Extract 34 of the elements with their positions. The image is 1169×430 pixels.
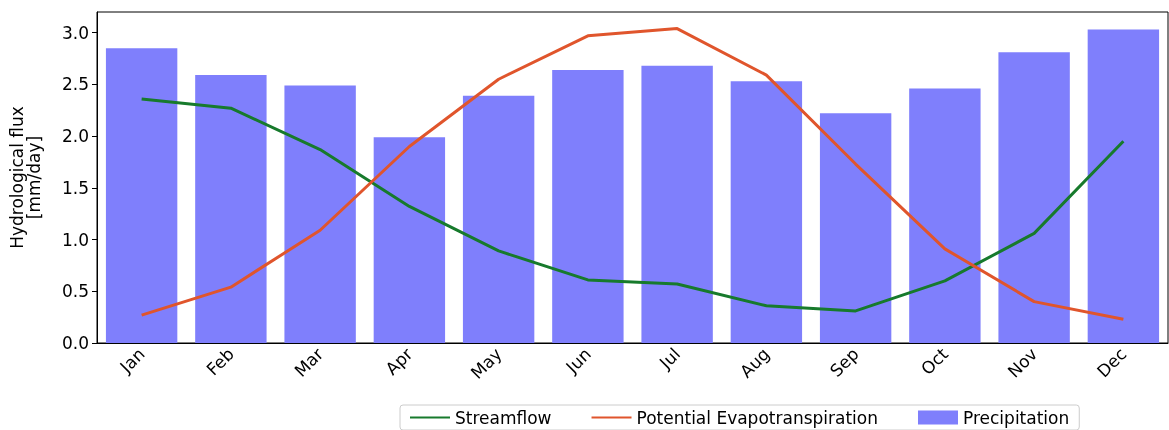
y-tick-label: 2.5 xyxy=(61,74,89,95)
bar xyxy=(105,48,178,343)
legend-label: Precipitation xyxy=(963,407,1070,428)
x-tick-label: Dec xyxy=(1093,343,1131,382)
bar xyxy=(909,88,981,343)
y-tick-label: 3.0 xyxy=(61,22,89,43)
bar xyxy=(819,113,892,343)
bar xyxy=(284,85,356,343)
x-tick-label: Jun xyxy=(561,343,595,378)
y-tick-label: 1.5 xyxy=(61,177,89,198)
bar xyxy=(462,95,535,343)
legend-label: Potential Evapotranspiration xyxy=(636,407,879,428)
x-tick-label: Oct xyxy=(917,343,953,379)
x-tick-label: Mar xyxy=(290,343,328,381)
x-tick-label: Feb xyxy=(202,343,238,380)
bar xyxy=(730,81,803,343)
bar xyxy=(552,69,624,343)
bar xyxy=(1087,29,1160,343)
line-series xyxy=(140,27,1125,321)
legend-label: Streamflow xyxy=(455,407,552,428)
bar xyxy=(641,65,713,343)
bar xyxy=(998,52,1070,343)
y-tick-label: 2.0 xyxy=(61,126,89,147)
x-tick-label: Jul xyxy=(654,343,685,374)
y-tick-label: 0.5 xyxy=(61,281,89,302)
x-tick-label: Sep xyxy=(825,343,863,381)
y-tick-label: 1.0 xyxy=(61,229,89,250)
bar xyxy=(195,75,267,343)
y-tick-label: 0.0 xyxy=(61,333,89,353)
x-tick-label: Apr xyxy=(381,343,417,379)
x-tick-label: Jan xyxy=(115,343,149,378)
line-series xyxy=(140,97,1125,313)
y-axis-title: Hydrological flux [mm/day] xyxy=(6,106,44,249)
bar xyxy=(373,137,446,343)
